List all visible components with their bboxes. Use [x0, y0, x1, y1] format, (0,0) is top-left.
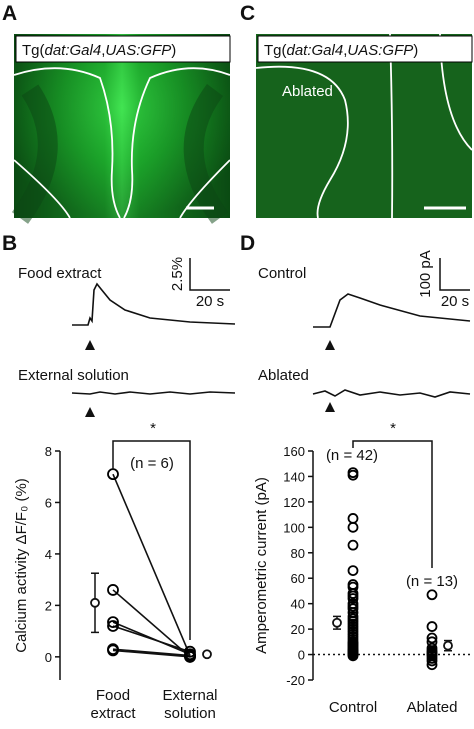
data-point	[426, 632, 438, 644]
data-point	[107, 644, 119, 657]
stimulus-arrow	[325, 340, 335, 350]
data-point	[347, 650, 359, 662]
x-tick-label: Food extract	[90, 687, 136, 722]
y-tick-label: 80	[291, 546, 305, 561]
data-point	[107, 616, 119, 629]
trace	[312, 389, 471, 398]
y-tick-label: 0	[298, 648, 305, 663]
panel-letter: C	[240, 2, 255, 25]
mean-point	[443, 640, 453, 651]
data-point	[426, 655, 438, 667]
pair-line	[112, 649, 191, 658]
data-point	[426, 589, 438, 601]
annotation: *	[390, 420, 396, 437]
annotation: (n = 6)	[130, 455, 174, 472]
y-tick-label: 120	[283, 495, 305, 510]
pair-line	[112, 648, 191, 657]
data-point	[426, 621, 438, 632]
trace-label: External solution	[18, 367, 129, 384]
label-box	[257, 35, 473, 63]
data-point	[107, 584, 119, 596]
y-tick-label: 4	[45, 547, 52, 562]
scale-label: 20 s	[441, 293, 469, 310]
stimulus-arrow	[85, 407, 95, 417]
pair-line	[112, 625, 191, 653]
trace	[313, 293, 471, 328]
annotation: *	[150, 420, 156, 437]
y-tick-label: 100	[283, 520, 305, 535]
trace-label: Control	[258, 265, 306, 282]
micrograph	[255, 33, 473, 219]
y-tick-label: 2	[45, 598, 52, 613]
stimulus-arrow	[85, 340, 95, 350]
region-label: Ablated	[282, 83, 333, 100]
data-point	[347, 521, 359, 533]
data-point	[347, 565, 359, 576]
panel-letter: A	[2, 2, 17, 25]
y-tick-label: 6	[45, 495, 52, 510]
data-point	[426, 659, 438, 671]
y-tick-label: 160	[283, 444, 305, 459]
y-tick-label: -20	[286, 673, 305, 688]
trace-label: Ablated	[258, 367, 309, 384]
data-point	[347, 513, 359, 524]
data-point	[347, 539, 359, 551]
annotation: (n = 42)	[326, 447, 378, 464]
panel-letter: D	[240, 232, 255, 255]
y-axis-label: Calcium activity ΔF/F₀ (%)	[13, 478, 30, 653]
scale-label: 20 s	[196, 293, 224, 310]
data-point	[347, 593, 359, 604]
mean-point	[332, 617, 342, 628]
significance-bracket	[352, 440, 433, 568]
scale-bar	[189, 258, 230, 291]
mean-point	[202, 649, 212, 660]
significance-bracket	[112, 440, 191, 640]
micrograph	[11, 34, 231, 224]
y-tick-label: 8	[45, 444, 52, 459]
data-point	[347, 603, 359, 615]
image-label: Tg(dat:Gal4,UAS:GFP)	[22, 42, 176, 59]
label-box	[15, 35, 231, 63]
image-label: Tg(dat:Gal4,UAS:GFP)	[264, 42, 418, 59]
y-tick-label: 40	[291, 597, 305, 612]
trace	[72, 282, 236, 326]
y-tick-label: 60	[291, 571, 305, 586]
trace-label: Food extract	[18, 265, 102, 282]
x-tick-label: Control	[329, 699, 377, 716]
y-tick-label: 20	[291, 622, 305, 637]
y-tick-label: 140	[283, 469, 305, 484]
annotation: (n = 13)	[406, 573, 458, 590]
pair-line	[112, 473, 191, 656]
mean-point	[90, 597, 100, 608]
data-point	[184, 645, 196, 658]
scale-label: 100 pA	[417, 250, 434, 298]
data-point	[107, 620, 119, 632]
y-axis-label: Amperometric current (pA)	[253, 477, 270, 654]
pair-line	[112, 589, 191, 658]
y-tick-label: 0	[45, 650, 52, 665]
panel-letter: B	[2, 232, 17, 255]
trace	[71, 391, 236, 395]
x-tick-label: External solution	[162, 687, 217, 722]
data-point	[184, 650, 196, 663]
stimulus-arrow	[325, 402, 335, 412]
scale-label: 2.5%	[169, 257, 186, 291]
scale-bar	[439, 258, 470, 291]
data-point	[347, 469, 359, 481]
x-tick-label: Ablated	[407, 699, 458, 716]
